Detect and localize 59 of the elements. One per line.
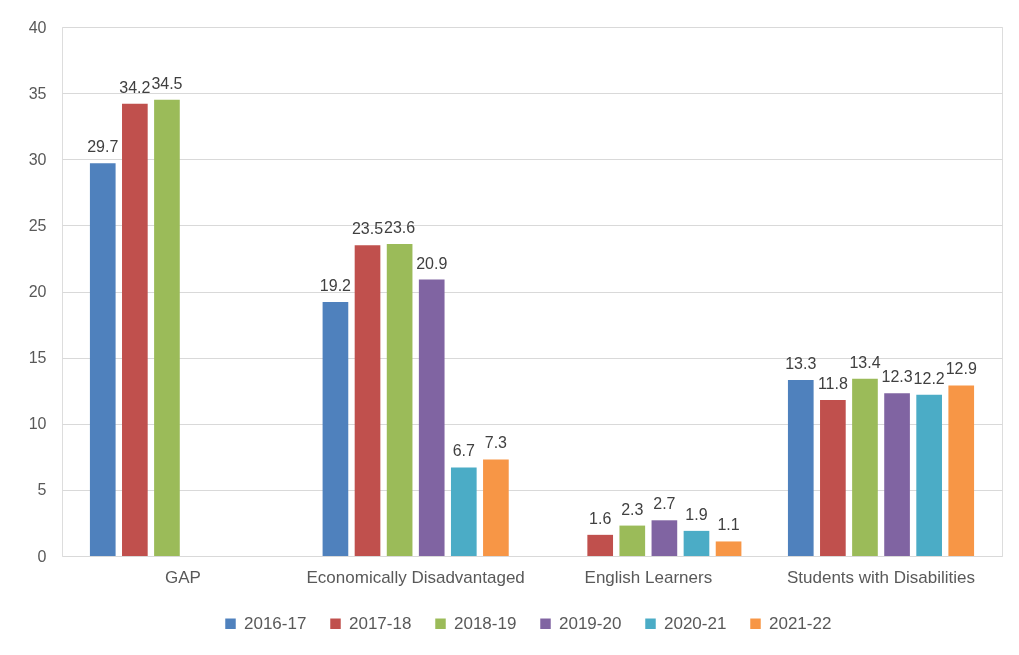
y-tick-label: 5 (37, 481, 47, 499)
data-label: 34.5 (151, 74, 183, 92)
legend-label: 2021-22 (769, 613, 832, 633)
bar (354, 245, 381, 556)
data-label: 12.3 (881, 368, 913, 386)
bar (587, 534, 614, 556)
bar (483, 459, 509, 556)
y-tick-label: 30 (28, 150, 47, 168)
bar (683, 530, 710, 556)
data-label: 12.2 (913, 369, 945, 387)
bar (619, 525, 646, 556)
x-tick-label: Economically Disadvantaged (306, 567, 525, 587)
data-label: 1.6 (589, 509, 612, 527)
legend-label: 2019-20 (559, 613, 622, 633)
bar (948, 385, 975, 556)
data-label: 13.3 (785, 355, 817, 373)
legend-label: 2020-21 (664, 613, 727, 633)
legend-label: 2016-17 (244, 613, 307, 633)
data-label: 34.2 (119, 78, 151, 96)
bar (820, 399, 846, 556)
bar (852, 378, 878, 556)
data-label: 29.7 (87, 138, 119, 156)
bar (787, 380, 814, 556)
data-label: 11.8 (817, 374, 848, 392)
data-label: 6.7 (452, 442, 476, 460)
bar (122, 103, 148, 556)
data-label: 13.4 (849, 353, 881, 371)
data-label: 2.3 (621, 500, 644, 518)
legend-label: 2017-18 (349, 613, 412, 633)
bar (386, 243, 413, 556)
data-label: 2.7 (653, 495, 676, 513)
y-tick-label: 25 (28, 216, 47, 234)
legend-label: 2018-19 (454, 613, 517, 633)
bar (89, 163, 116, 556)
bar (651, 520, 678, 556)
data-label: 19.2 (319, 277, 352, 295)
bar (418, 279, 445, 556)
data-label: 23.6 (384, 218, 416, 236)
y-tick-label: 35 (28, 84, 47, 102)
bar (715, 541, 742, 556)
data-label: 1.1 (717, 516, 740, 534)
x-tick-label: GAP (165, 567, 201, 587)
data-label: 7.3 (484, 434, 508, 452)
y-tick-label: 40 (28, 18, 47, 36)
y-tick-label: 10 (28, 415, 47, 433)
y-tick-label: 15 (28, 349, 47, 367)
bar (884, 393, 910, 556)
data-label: 12.9 (945, 360, 977, 378)
x-tick-label: English Learners (584, 567, 713, 587)
bar (916, 394, 942, 556)
bar (322, 302, 349, 556)
y-tick-label: 20 (28, 283, 47, 300)
x-tick-label: Students with Disabilities (786, 567, 976, 587)
y-tick-label: 0 (37, 547, 47, 565)
bar (154, 99, 180, 556)
data-label: 23.5 (351, 220, 384, 238)
data-label: 1.9 (685, 505, 708, 523)
bar (450, 467, 477, 556)
data-label: 20.9 (416, 254, 448, 272)
